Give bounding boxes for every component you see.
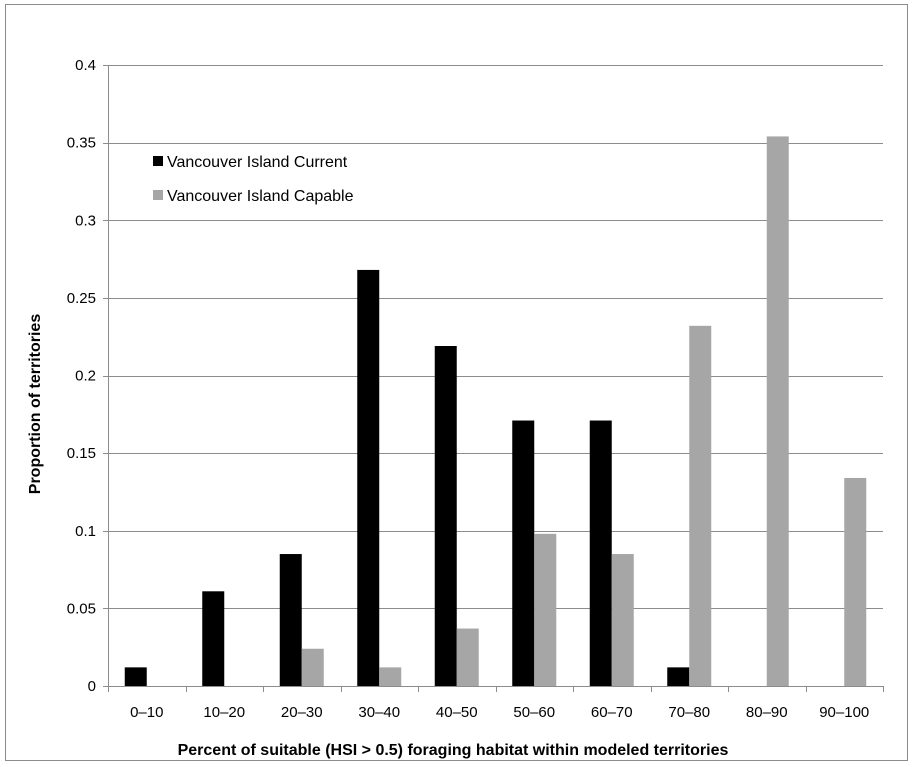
y-axis-title: Proportion of territories	[27, 314, 44, 495]
x-tick-label: 80–90	[746, 704, 788, 721]
bar-current	[589, 420, 612, 686]
bar-current	[667, 667, 690, 686]
x-tick-labels: 0–10 10–20 20–30 30–40 40–50 50–60 60–70 70–80 8…	[130, 704, 869, 721]
x-tick-label: 70–80	[668, 704, 710, 721]
x-axis-title: Percent of suitable (HSI > 0.5) foraging…	[178, 742, 729, 759]
y-tick-label: 0.35	[67, 135, 96, 152]
bar-capable	[379, 667, 402, 686]
y-tick-label: 0.05	[67, 600, 96, 617]
x-tick-label: 40–50	[436, 704, 478, 721]
y-tick-label: 0.15	[67, 445, 96, 462]
y-tick-labels: 0 0.05 0.1 0.15 0.2 0.25 0.3 0.35 0.4	[67, 57, 96, 695]
gridlines	[108, 65, 883, 609]
y-tick-label: 0.25	[67, 290, 96, 307]
x-tick-label: 30–40	[358, 704, 400, 721]
x-tick-label: 50–60	[513, 704, 555, 721]
bar-capable	[534, 533, 557, 686]
legend-label: Vancouver Island Capable	[167, 188, 354, 205]
legend-swatch	[153, 190, 163, 200]
bar-current	[512, 420, 535, 686]
bar-capable	[456, 628, 479, 686]
bar-chart: 0 0.05 0.1 0.15 0.2 0.25 0.3 0.35 0.4 0–10 10–20 2…	[27, 57, 884, 759]
y-tick-label: 0.3	[75, 212, 96, 229]
bar-capable	[301, 648, 324, 686]
chart-frame: 0 0.05 0.1 0.15 0.2 0.25 0.3 0.35 0.4 0–10 10–20 2…	[5, 4, 908, 761]
y-tick-label: 0.4	[75, 57, 96, 74]
bars	[124, 136, 867, 687]
bar-current	[279, 554, 302, 686]
bar-capable	[766, 136, 789, 687]
bar-current	[202, 591, 225, 686]
legend-label: Vancouver Island Current	[167, 154, 348, 171]
legend-swatch	[153, 156, 163, 166]
x-tick-label: 0–10	[130, 704, 163, 721]
bar-current	[124, 667, 147, 686]
y-tick-label: 0.2	[75, 368, 96, 385]
x-tick-label: 10–20	[203, 704, 245, 721]
y-tick-label: 0.1	[75, 523, 96, 540]
bar-capable	[844, 477, 867, 686]
bar-current	[434, 346, 457, 686]
bar-capable	[689, 325, 712, 686]
bar-capable	[611, 554, 634, 686]
legend: Vancouver Island Current Vancouver Island…	[153, 154, 354, 205]
x-tick-label: 60–70	[591, 704, 633, 721]
y-tick-label: 0	[88, 678, 96, 695]
x-tick-label: 90–100	[819, 704, 869, 721]
axes	[103, 65, 884, 692]
bar-current	[357, 269, 380, 686]
x-tick-label: 20–30	[281, 704, 323, 721]
